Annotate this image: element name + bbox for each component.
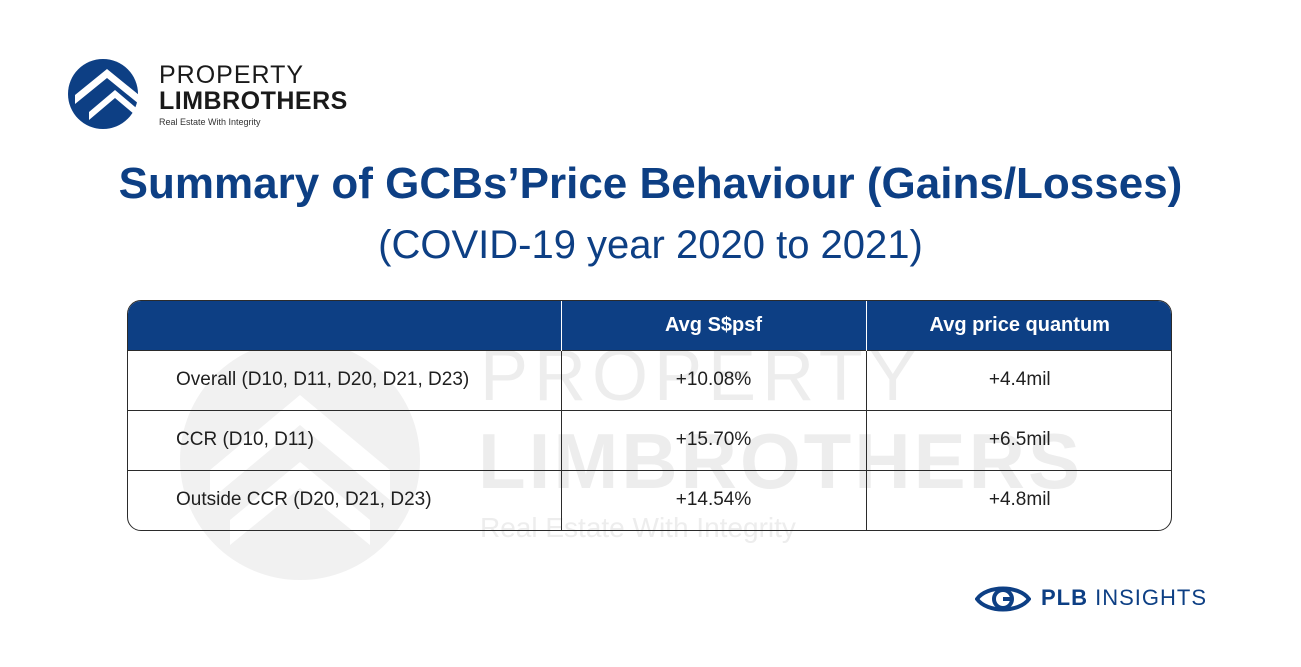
row-label: Outside CCR (D20, D21, D23)	[128, 469, 562, 530]
row-avg-psf: +15.70%	[561, 409, 867, 470]
page-title: Summary of GCBs’Price Behaviour (Gains/L…	[118, 159, 1183, 208]
row-avg-quantum: +6.5mil	[866, 409, 1171, 470]
row-avg-psf: +14.54%	[561, 469, 867, 530]
brand-name-bold: PLB	[1041, 585, 1088, 610]
row-avg-quantum: +4.4mil	[866, 349, 1171, 410]
summary-table: Avg S$psf Avg price quantum Overall (D10…	[127, 300, 1172, 531]
header-avg-quantum: Avg price quantum	[929, 313, 1110, 336]
table-header-row: Avg S$psf Avg price quantum	[128, 301, 1171, 350]
table-row: CCR (D10, D11) +15.70% +6.5mil	[128, 409, 1171, 470]
table-row: Outside CCR (D20, D21, D23) +14.54% +4.8…	[128, 469, 1171, 530]
brand-name-rest: INSIGHTS	[1095, 585, 1208, 610]
page-subtitle: (COVID-19 year 2020 to 2021)	[378, 223, 923, 267]
row-label: CCR (D10, D11)	[128, 409, 562, 470]
eye-icon	[975, 586, 1031, 612]
brand-name: PLB INSIGHTS	[1041, 587, 1207, 609]
row-avg-psf: +10.08%	[561, 349, 867, 410]
logo-tagline: Real Estate With Integrity	[159, 117, 261, 127]
logo-text-property: PROPERTY	[159, 61, 305, 89]
logo-text-limbrothers: LIMBROTHERS	[159, 87, 348, 115]
house-roof-logo-icon	[68, 59, 141, 129]
table-row: Overall (D10, D11, D20, D21, D23) +10.08…	[128, 349, 1171, 410]
row-avg-quantum: +4.8mil	[866, 469, 1171, 530]
header-label	[128, 301, 562, 350]
company-logo: PROPERTY LIMBROTHERS Real Estate With In…	[67, 57, 387, 132]
row-label: Overall (D10, D11, D20, D21, D23)	[128, 349, 562, 410]
header-avg-psf: Avg S$psf	[561, 301, 867, 350]
plb-insights-brand: PLB INSIGHTS	[975, 583, 1245, 615]
